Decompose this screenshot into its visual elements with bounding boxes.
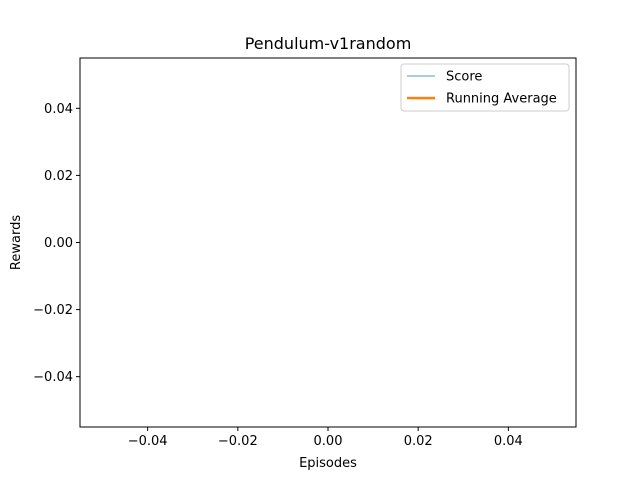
y-tick-label: 0.04	[44, 102, 73, 117]
y-axis: −0.04 −0.02 0.00 0.02 0.04	[33, 102, 80, 385]
plot-area	[79, 57, 577, 428]
x-axis: −0.04 −0.02 0.00 0.02 0.04	[128, 427, 523, 449]
plot-frame	[79, 57, 577, 428]
x-tick-label: 0.00	[314, 434, 343, 449]
y-tick-label: 0.00	[44, 236, 73, 251]
legend-label-0: Score	[446, 70, 482, 85]
x-tick-label: 0.04	[494, 434, 523, 449]
chart-title: Pendulum-v1random	[245, 34, 412, 53]
y-tick-label: −0.04	[33, 370, 73, 385]
y-axis-title: Rewards	[9, 215, 24, 270]
y-tick-label: 0.02	[44, 169, 73, 184]
x-tick-label: −0.02	[218, 434, 258, 449]
x-tick-label: −0.04	[128, 434, 168, 449]
x-tick-label: 0.02	[404, 434, 433, 449]
legend-box	[400, 63, 570, 112]
legend-label-1: Running Average	[446, 92, 557, 107]
legend: Score Running Average	[400, 63, 570, 112]
y-tick-label: −0.02	[33, 303, 73, 318]
x-axis-title: Episodes	[299, 456, 357, 471]
